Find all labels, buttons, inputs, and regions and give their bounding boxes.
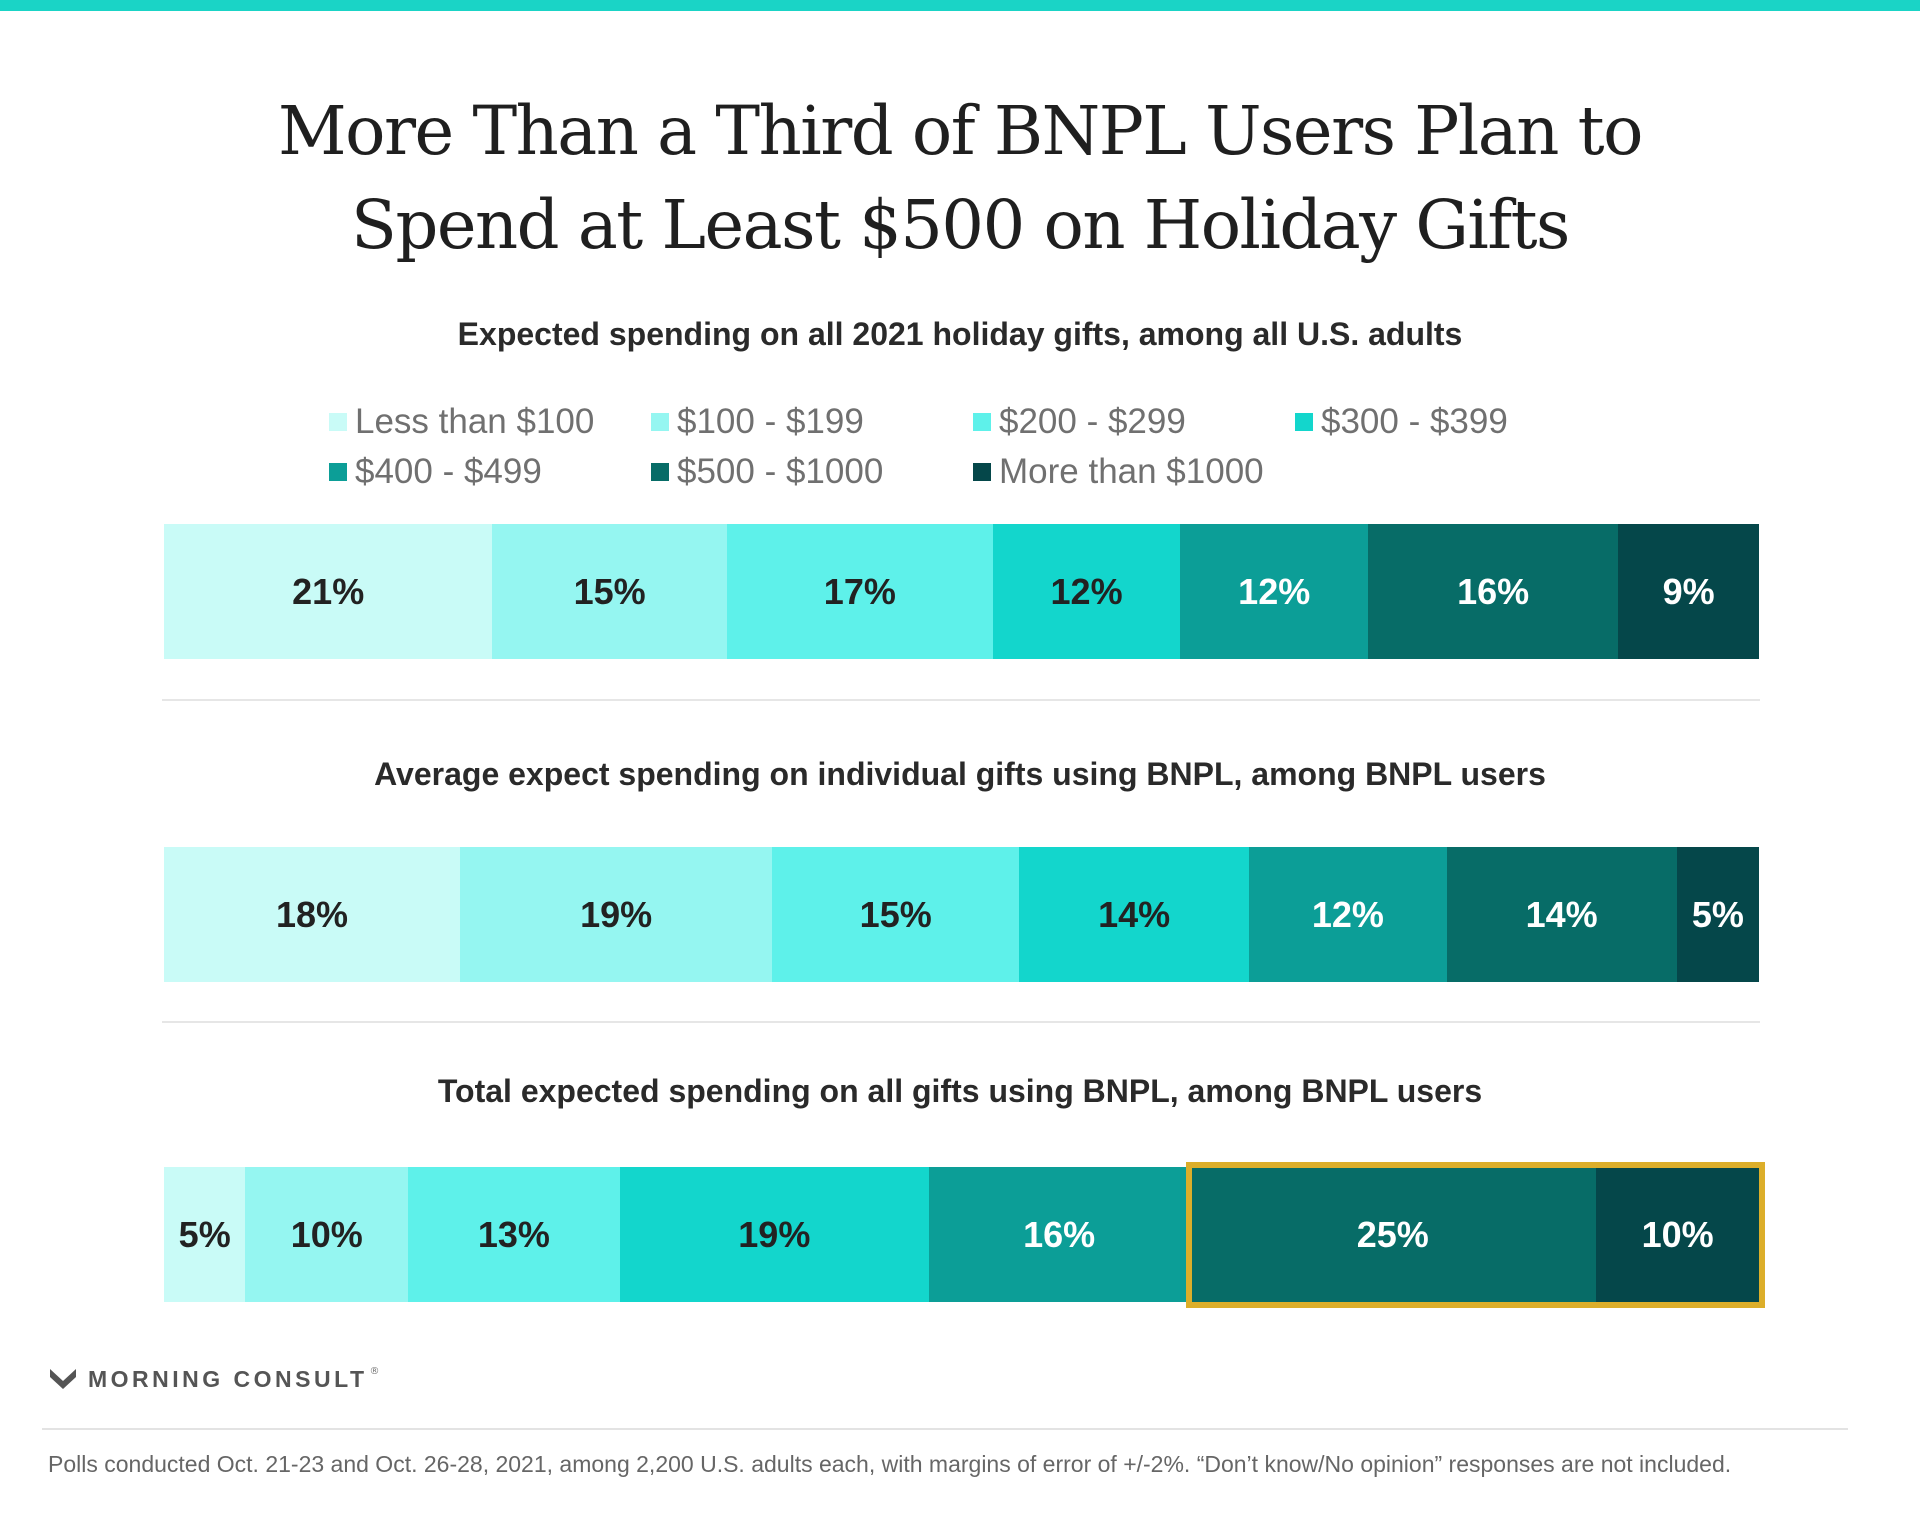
legend-item-1: Less than $100: [329, 400, 594, 444]
bar-value-label: 10%: [1641, 1213, 1714, 1255]
legend-item-7: More than $1000: [973, 450, 1264, 494]
legend-label: $200 - $299: [999, 402, 1186, 441]
legend-label: $300 - $399: [1321, 402, 1508, 441]
bar-segment-3: 15%: [772, 847, 1020, 982]
legend-label: $400 - $499: [355, 452, 542, 491]
stacked-bar-row-3: 5% 10% 13% 19% 16% 25% 10%: [164, 1167, 1759, 1302]
bar-segment-7: 9%: [1618, 524, 1759, 659]
bar-value-label: 19%: [738, 1213, 811, 1255]
bar-segment-5: 12%: [1180, 524, 1369, 659]
legend-swatch: [651, 413, 669, 431]
bar-value-label: 12%: [1238, 570, 1311, 612]
legend-item-5: $400 - $499: [329, 450, 542, 494]
bar-segment-1: 21%: [164, 524, 493, 659]
bar-value-label: 16%: [1023, 1213, 1096, 1255]
bar-segment-4: 14%: [1019, 847, 1250, 982]
bar-value-label: 5%: [178, 1213, 231, 1255]
bar-value-label: 9%: [1662, 570, 1715, 612]
bar-value-label: 19%: [580, 893, 653, 935]
legend-item-2: $100 - $199: [651, 400, 864, 444]
bar-segment-6: 25%: [1189, 1167, 1597, 1302]
top-accent-bar: [0, 0, 1920, 11]
legend-label: $500 - $1000: [677, 452, 884, 491]
bar-segment-2: 19%: [459, 847, 773, 982]
footer-divider: [42, 1428, 1848, 1430]
chart-title: More Than a Third of BNPL Users Plan to …: [160, 84, 1760, 272]
chart-title-line-2: Spend at Least $500 on Holiday Gifts: [351, 186, 1570, 264]
stacked-bar-row-2: 18% 19% 15% 14% 12% 14% 5%: [164, 847, 1759, 982]
chart-title-line-1: More Than a Third of BNPL Users Plan to: [278, 92, 1643, 170]
legend-label: $100 - $199: [677, 402, 864, 441]
brand-registered-mark: ®: [369, 1366, 380, 1377]
bar-value-label: 17%: [823, 570, 896, 612]
highlight-box: [1186, 1162, 1765, 1308]
section-2-subtitle: Average expect spending on individual gi…: [374, 756, 1546, 792]
section-divider-2: [162, 1021, 1760, 1023]
bar-value-label: 10%: [290, 1213, 363, 1255]
bar-segment-6: 14%: [1446, 847, 1677, 982]
bar-segment-6: 16%: [1368, 524, 1619, 659]
stacked-bar-row-1: 21% 15% 17% 12% 12% 16% 9%: [164, 524, 1759, 659]
bar-value-label: 18%: [275, 893, 349, 935]
bar-value-label: 21%: [292, 570, 365, 612]
bar-segment-7: 5%: [1676, 847, 1759, 982]
bar-value-label: 14%: [1525, 893, 1598, 935]
bar-segment-5: 12%: [1249, 847, 1447, 982]
bar-segment-4: 12%: [992, 524, 1181, 659]
bar-segment-1: 5%: [164, 1167, 246, 1302]
legend-label: More than $1000: [999, 452, 1264, 491]
footnote: Polls conducted Oct. 21-23 and Oct. 26-2…: [48, 1451, 1732, 1477]
legend-swatch: [651, 463, 669, 481]
bar-value-label: 14%: [1098, 893, 1171, 935]
legend-swatch: [329, 413, 347, 431]
section-3-subtitle: Total expected spending on all gifts usi…: [437, 1073, 1483, 1109]
legend-label: Less than $100: [355, 402, 595, 441]
bar-segment-1: 18%: [164, 847, 460, 982]
bar-value-label: 25%: [1356, 1213, 1429, 1255]
bar-value-label: 15%: [573, 570, 646, 612]
bar-value-label: 5%: [1691, 893, 1744, 935]
legend-item-6: $500 - $1000: [651, 450, 883, 494]
bar-segment-3: 17%: [726, 524, 993, 659]
legend-swatch: [973, 463, 991, 481]
brand-name: MORNING CONSULT: [88, 1365, 368, 1392]
legend-item-4: $300 - $399: [1295, 400, 1508, 444]
legend-swatch: [1295, 413, 1313, 431]
bar-segment-2: 10%: [245, 1167, 409, 1302]
bar-value-label: 16%: [1457, 570, 1530, 612]
bar-segment-5: 16%: [928, 1167, 1190, 1302]
bar-segment-7: 10%: [1596, 1167, 1759, 1302]
bar-value-label: 12%: [1311, 893, 1384, 935]
legend-swatch: [973, 413, 991, 431]
section-divider-1: [162, 699, 1760, 701]
bar-value-label: 12%: [1050, 570, 1123, 612]
legend-item-3: $200 - $299: [973, 400, 1186, 444]
bar-segment-3: 13%: [408, 1167, 620, 1302]
bar-value-label: 13%: [477, 1213, 550, 1255]
section-1-subtitle: Expected spending on all 2021 holiday gi…: [457, 316, 1463, 352]
legend-swatch: [329, 463, 347, 481]
bar-segment-2: 15%: [492, 524, 727, 659]
bar-value-label: 15%: [859, 893, 932, 935]
bar-segment-4: 19%: [619, 1167, 929, 1302]
morning-consult-logo: MORNING CONSULT ®: [48, 1364, 380, 1394]
morning-consult-m-icon: [50, 1369, 76, 1389]
